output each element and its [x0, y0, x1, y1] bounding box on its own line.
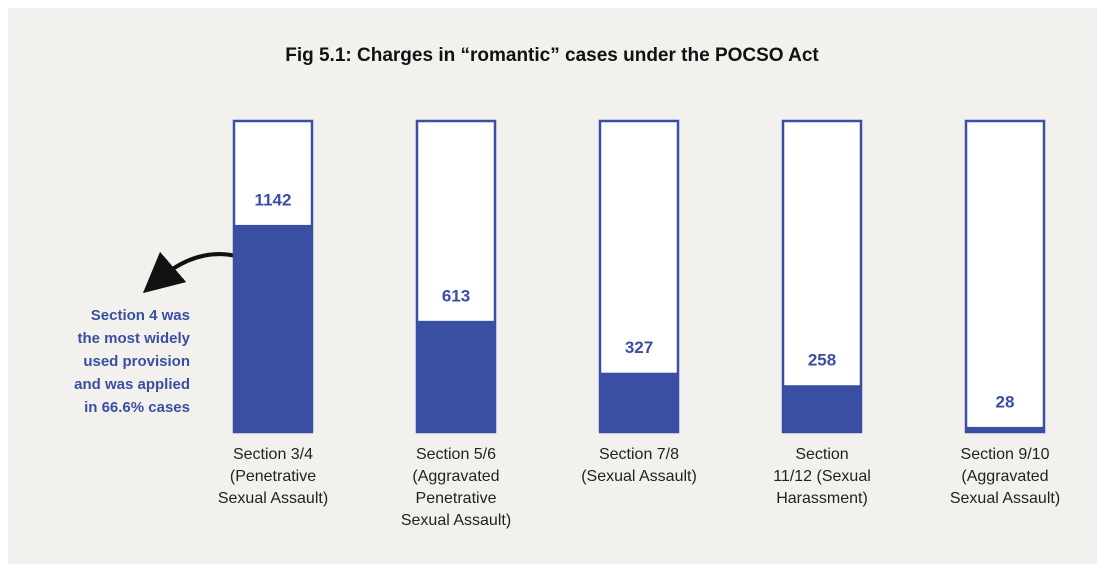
x-tick-label: Section 7/8 (Sexual Assault) [581, 446, 697, 485]
x-tick-label-line: Section 7/8 [599, 446, 679, 463]
value-label: 613 [442, 286, 470, 305]
value-label: 28 [996, 392, 1015, 411]
x-tick-label: Section 11/12 (Sexual Harassment) [773, 446, 871, 507]
bar [783, 385, 861, 432]
x-tick-label-line: (Aggravated [961, 468, 1048, 485]
annotation-line: and was applied [74, 376, 190, 393]
bar-frame [964, 119, 1046, 434]
x-tick-label-line: 11/12 (Sexual [773, 468, 871, 485]
bar [234, 224, 312, 432]
chart-background [8, 8, 1097, 564]
x-tick-label-line: Sexual Assault) [401, 512, 511, 529]
chart-title: Fig 5.1: Charges in “romantic” cases und… [285, 45, 819, 66]
x-tick-label-line: (Sexual Assault) [581, 468, 697, 485]
value-label: 327 [625, 338, 653, 357]
bar [417, 320, 495, 432]
x-tick-label: Section 5/6 (Aggravated Penetrative Sexual … [401, 446, 511, 529]
x-tick-label-line: Harassment) [776, 490, 868, 507]
x-tick-label-line: Sexual Assault) [218, 490, 328, 507]
x-tick-label: Section 9/10 (Aggravated Sexual Assault) [950, 446, 1060, 507]
x-tick-label-line: (Penetrative [230, 468, 316, 485]
value-label: 1142 [255, 190, 292, 209]
x-tick-label-line: (Aggravated [412, 468, 499, 485]
value-label: 258 [808, 351, 836, 370]
annotation-line: used provision [83, 353, 190, 370]
annotation: Section 4 was the most widely used provisi… [74, 307, 191, 416]
x-tick-label: Section 3/4 (Penetrative Sexual Assault) [218, 446, 328, 507]
x-tick-label-line: Section [795, 446, 848, 463]
annotation-line: in 66.6% cases [84, 399, 190, 416]
bar [600, 372, 678, 432]
x-tick-label-line: Section 3/4 [233, 446, 313, 463]
annotation-line: Section 4 was [91, 307, 190, 324]
x-tick-label-line: Sexual Assault) [950, 490, 1060, 507]
bar-frame [781, 119, 863, 434]
bar [966, 426, 1044, 432]
x-tick-label-line: Section 9/10 [961, 446, 1050, 463]
annotation-line: the most widely [77, 330, 190, 347]
x-tick-label-line: Penetrative [416, 490, 497, 507]
x-tick-label-line: Section 5/6 [416, 446, 496, 463]
